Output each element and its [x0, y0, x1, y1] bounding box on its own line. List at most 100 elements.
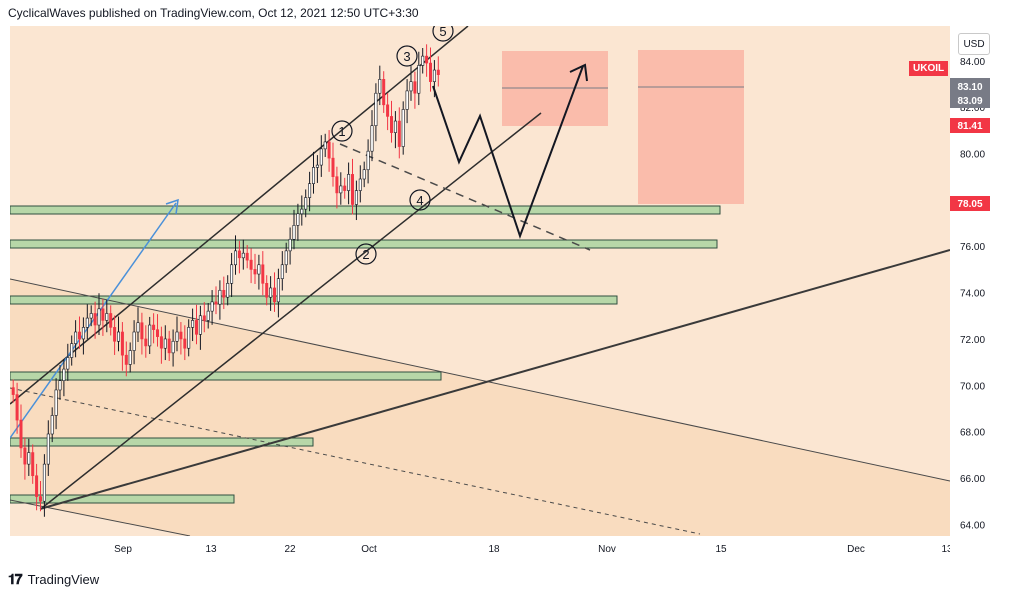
candle-body [284, 250, 288, 266]
y-tick-label: 74.00 [960, 289, 985, 300]
candle-body [292, 225, 296, 240]
candle-body [311, 167, 315, 184]
candle-body [230, 264, 234, 284]
candle-body [386, 104, 390, 117]
candle-body [261, 264, 265, 284]
candle-body [343, 185, 347, 191]
y-tick-label: 82.00 [960, 103, 985, 114]
candle-body [66, 357, 70, 370]
candle-body [187, 327, 191, 349]
candle-body [46, 433, 50, 465]
candle-body [413, 81, 417, 94]
candle-body [109, 313, 113, 328]
wave-label-2: 2 [355, 243, 377, 265]
red-level2-label: 78.05 [957, 199, 982, 210]
candle-body [27, 452, 31, 465]
candle-body [38, 496, 42, 502]
svg-text:2: 2 [362, 247, 369, 262]
candle-body [347, 174, 351, 191]
candle-body [191, 320, 195, 328]
candle-body [421, 55, 425, 66]
channel-lower[interactable] [41, 112, 542, 509]
zone-70 [10, 371, 442, 381]
candle-body [105, 313, 109, 321]
candle-body [97, 308, 101, 326]
candle-body [276, 278, 280, 303]
zone-67 [10, 437, 314, 447]
candle-body [85, 317, 89, 328]
tradingview-logo-icon: 𝟏𝟕 [8, 571, 23, 587]
x-tick-label: 18 [488, 544, 500, 555]
candle-body [265, 283, 269, 298]
y-tick-label: 66.00 [960, 474, 985, 485]
red-level-box [950, 118, 990, 133]
candle-body [269, 287, 273, 298]
footer: 𝟏𝟕 TradingView [8, 571, 99, 588]
time-axis-svg: Sep 13 22 Oct 18 Nov 15 Dec 13 [114, 544, 953, 555]
candle-body [210, 301, 214, 312]
candle-body [19, 419, 23, 449]
candle-body [362, 169, 366, 180]
candle-body [296, 213, 300, 226]
candle-body [358, 178, 362, 191]
candle-body [78, 331, 82, 340]
candle-body [319, 148, 323, 166]
y-tick-label: 72.00 [960, 335, 985, 346]
candle-body [237, 250, 241, 259]
dashed-wave-line[interactable] [339, 143, 591, 251]
x-tick-label: Dec [847, 544, 865, 555]
price-axis[interactable]: 64.0066.0068.0070.0072.0074.0076.0078.00… [950, 26, 1002, 536]
blue-projection-arrow[interactable] [10, 202, 177, 439]
candle-body [31, 452, 35, 477]
price-chart[interactable]: 1 2 3 4 5 [10, 26, 950, 536]
svg-text:4: 4 [416, 193, 423, 208]
channel-upper[interactable] [10, 26, 469, 405]
candles[interactable] [11, 44, 440, 517]
candle-body [370, 125, 374, 152]
zone-65 [10, 494, 235, 504]
candle-body [245, 252, 249, 261]
candle-body [393, 120, 397, 133]
symbol-tag: UKOIL [909, 61, 949, 76]
x-tick-label: Sep [114, 544, 132, 555]
zone-74 [10, 295, 618, 305]
candle-body [304, 197, 308, 210]
candle-body [11, 387, 15, 395]
candle-body [198, 315, 202, 335]
candle-body [389, 116, 393, 133]
time-axis[interactable]: Sep 13 22 Oct 18 Nov 15 Dec 13 [10, 536, 953, 562]
candle-body [253, 269, 257, 275]
candle-body [257, 264, 261, 275]
candle-body [93, 313, 97, 326]
candle-body [382, 79, 386, 106]
candle-body [117, 331, 121, 342]
wave-label-1: 1 [331, 120, 353, 142]
last-price-box [950, 78, 990, 108]
candle-body [35, 475, 39, 497]
candle-body [425, 55, 429, 64]
y-tick-label: 84.00 [960, 57, 985, 68]
candle-body [124, 354, 128, 365]
candle-body [288, 238, 292, 252]
candle-body [163, 338, 167, 349]
dashed-midline[interactable] [10, 387, 701, 535]
candle-body [366, 150, 370, 171]
candle-body [350, 174, 354, 205]
candle-body [50, 415, 54, 435]
long-ascending-trendline[interactable] [39, 249, 950, 510]
candle-body [339, 185, 343, 194]
target-box-2 [638, 50, 744, 204]
descending-trendline[interactable] [10, 278, 950, 482]
forecast-zigzag[interactable] [432, 65, 584, 240]
chart-area[interactable]: 1 2 3 4 5 [10, 26, 950, 536]
x-tick-label: 22 [284, 544, 296, 555]
y-tick-label: 64.00 [960, 520, 985, 531]
candle-body [54, 389, 58, 416]
candle-body [409, 81, 413, 92]
currency-button[interactable]: USD [958, 33, 990, 55]
candle-body [401, 109, 405, 147]
candle-body [101, 308, 105, 321]
candle-body [202, 315, 206, 321]
red-level-label: 81.41 [957, 121, 982, 132]
candle-body [128, 350, 132, 365]
